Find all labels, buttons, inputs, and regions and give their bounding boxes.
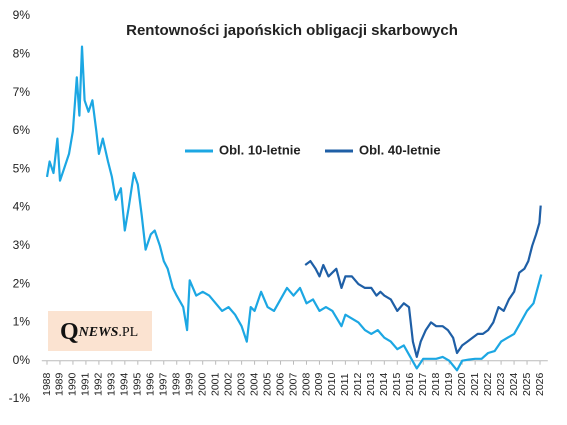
y-tick-label: 7%: [13, 85, 31, 99]
y-tick-label: 0%: [13, 353, 31, 367]
x-tick-label: 2004: [248, 372, 260, 396]
x-tick-label: 2018: [430, 372, 442, 396]
y-tick-label: 5%: [13, 161, 31, 175]
x-tick-label: 2016: [404, 372, 416, 396]
y-tick-label: 2%: [13, 276, 31, 290]
x-tick-label: 2010: [326, 372, 338, 396]
line: [45, 45, 543, 372]
x-tick-label: 1991: [80, 372, 92, 396]
x-tick-label: 1997: [158, 372, 170, 396]
chart-title: Rentowności japońskich obligacji skarbow…: [126, 22, 458, 39]
watermark-box: [48, 311, 152, 351]
x-tick-label: 2005: [261, 372, 273, 396]
y-tick-label: 1%: [13, 315, 31, 329]
x-tick-label: 2009: [313, 372, 325, 396]
y-tick-label: 4%: [13, 200, 31, 214]
x-tick-label: 1989: [54, 372, 66, 396]
x-tick-label: 2008: [300, 372, 312, 396]
x-tick-label: 1999: [183, 372, 195, 396]
x-tick-label: 2021: [469, 372, 481, 396]
x-tick-label: 2007: [287, 372, 299, 396]
x-tick-label: 1998: [171, 372, 183, 396]
x-tick-label: 2011: [339, 373, 351, 396]
x-tick-label: 1988: [41, 372, 53, 396]
x-tick-label: 2013: [365, 372, 377, 396]
x-tick-label: 2003: [235, 372, 247, 396]
legend-label: Obl. 40-letnie: [359, 142, 441, 157]
line: [304, 205, 542, 358]
x-tick-label: 2020: [456, 372, 468, 396]
x-tick-label: 2006: [274, 372, 286, 396]
x-tick-label: 2001: [209, 372, 221, 396]
x-tick-label: 2025: [521, 372, 533, 396]
x-tick-label: 2014: [378, 372, 390, 396]
y-tick-label: 9%: [13, 8, 31, 22]
x-tick-label: 1995: [132, 372, 144, 396]
x-tick-label: 2015: [391, 372, 403, 396]
x-tick-label: 1994: [119, 372, 131, 396]
x-tick-label: 2019: [443, 372, 455, 396]
y-tick-label: -1%: [9, 391, 31, 405]
watermark-suffix: .PL: [118, 325, 138, 340]
x-tick-label: 1993: [106, 372, 118, 396]
x-tick-label: 2002: [222, 372, 234, 396]
x-tick-label: 1990: [67, 372, 79, 396]
x-tick-label: 2022: [482, 372, 494, 396]
x-tick-label: 2026: [534, 372, 546, 396]
x-tick-label: 2024: [508, 372, 520, 396]
x-tick-label: 2000: [196, 372, 208, 396]
x-tick-label: 2023: [495, 372, 507, 396]
y-tick-label: 3%: [13, 238, 31, 252]
x-tick-label: 1996: [145, 372, 157, 396]
watermark-rest: NEWS: [78, 325, 119, 340]
legend-label: Obl. 10-letnie: [219, 142, 301, 157]
y-tick-label: 8%: [13, 46, 31, 60]
watermark: QNEWS.PL: [60, 319, 138, 345]
watermark-initial: Q: [60, 319, 79, 345]
y-tick-label: 6%: [13, 123, 31, 137]
x-tick-label: 1992: [93, 372, 105, 396]
x-tick-label: 2017: [417, 372, 429, 396]
x-tick-label: 2012: [352, 372, 364, 396]
